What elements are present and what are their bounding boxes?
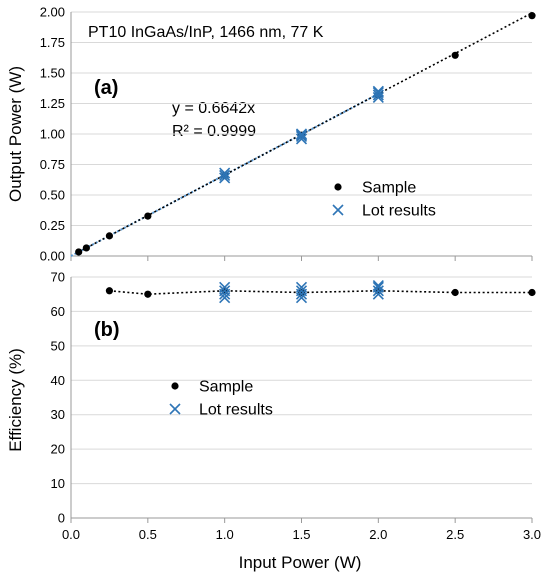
- chart-b-lot-point: [219, 281, 231, 293]
- chart-a-lot-point: [372, 85, 384, 97]
- chart-a-legend-label: Sample: [362, 180, 416, 197]
- chart-b-lot-point: [295, 285, 308, 297]
- chart-a-y-tick-label: 1.25: [40, 96, 65, 111]
- chart-a-lot-point: [219, 169, 231, 182]
- chart-a-lot-point-stroke-2: [295, 129, 308, 141]
- chart-a-legend-lot-marker-stroke-2: [332, 204, 344, 216]
- chart-b-lot-point-stroke-2: [372, 280, 384, 292]
- chart-b-y-tick-label: 0: [58, 511, 65, 526]
- chart-a-sample-point: [82, 244, 90, 252]
- chart-b-y-tick-label: 70: [51, 270, 65, 285]
- chart-a-lot-point: [295, 128, 308, 140]
- chart-a-lot-point-stroke-2: [372, 86, 384, 99]
- chart-a-lot-point: [372, 89, 384, 101]
- chart-b-sample-point: [144, 290, 152, 298]
- chart-b-lot-point: [295, 281, 308, 293]
- chart-a-legend-sample-marker: [334, 183, 342, 191]
- chart-a-lot-point: [372, 86, 384, 99]
- chart-a-lot-point-stroke-2: [219, 167, 231, 179]
- chart-a-lot-point-stroke-2: [219, 172, 231, 184]
- chart-a-plot: 0.00 0.25 0.50 0.75 1.00 1.25 1.50 1.75 2.00 Samp…: [40, 5, 536, 264]
- chart-a-y-tick-label: 1.75: [40, 35, 65, 50]
- chart-a-sample-point: [528, 12, 536, 20]
- chart-b-legend-lot-marker: [169, 403, 181, 415]
- chart-b-lot-point: [372, 280, 384, 292]
- chart-b-x-tick-label: 3.0: [523, 527, 541, 542]
- chart-b-ylabel: Efficiency (%): [6, 348, 25, 452]
- chart-b-lot-point-stroke-2: [219, 281, 231, 293]
- chart-b-lot-point-stroke-2: [372, 281, 384, 293]
- chart-a-sample-point: [451, 51, 459, 59]
- chart-b-sample-point: [528, 288, 536, 297]
- chart-b-x-tick-label: 0.5: [139, 527, 157, 542]
- chart-a-fit-equation: y = 0.6642x: [172, 100, 255, 117]
- chart-a-title: PT10 InGaAs/InP, 1466 nm, 77 K: [88, 24, 324, 41]
- x-axis-title: Input Power (W): [239, 553, 362, 572]
- chart-b-lot-point-stroke-2: [219, 285, 231, 297]
- chart-b-y-tick-label: 60: [51, 304, 65, 319]
- chart-b-legend-sample-marker: [171, 382, 179, 390]
- chart-b-lot-point: [372, 281, 384, 293]
- chart-b-sample-point: [297, 288, 306, 297]
- chart-a-lot-point-stroke-2: [219, 169, 231, 182]
- chart-a-lot-point: [295, 133, 308, 145]
- chart-a-lot-point-stroke-2: [372, 85, 384, 97]
- chart-b-legend-label: Sample: [199, 379, 253, 396]
- chart-b-x-tick-label: 1.5: [292, 527, 310, 542]
- chart-a-y-tick-label: 0.75: [40, 157, 65, 172]
- chart-a-y-tick-label: 1.00: [40, 127, 65, 142]
- chart-b-sample-point: [105, 287, 114, 295]
- chart-a-y-tick-label: 1.50: [40, 66, 65, 81]
- chart-a-sample-point: [75, 248, 83, 256]
- chart-a-fit-r2: R² = 0.9999: [172, 123, 256, 140]
- chart-a-lot-point-stroke-2: [295, 128, 308, 140]
- chart-b-sample-trendline: [109, 289, 532, 296]
- chart-b-x-tick-label: 1.0: [216, 527, 234, 542]
- chart-b-y-tick-label: 40: [51, 373, 65, 388]
- chart-b-x-tick-label: 0.0: [62, 527, 80, 542]
- chart-a-sample-point: [144, 212, 152, 220]
- chart-a-legend-lot-marker: [332, 204, 344, 216]
- chart-a-sample-point: [105, 232, 114, 240]
- chart-b-lot-point-stroke-2: [372, 285, 384, 297]
- chart-a-y-tick-label: 0.00: [40, 249, 65, 264]
- chart-b-legend-lot-marker-stroke-2: [169, 403, 181, 415]
- chart-b-y-tick-label: 20: [51, 442, 65, 457]
- chart-a-ylabel: Output Power (W): [6, 66, 25, 202]
- chart-b-x-tick-label: 2.5: [446, 527, 464, 542]
- chart-a-y-tick-label: 0.25: [40, 218, 65, 233]
- chart-a-panel-label: (a): [94, 77, 118, 99]
- chart-a-lot-point-stroke-2: [295, 133, 308, 145]
- chart-b-panel-label: (b): [94, 319, 120, 341]
- chart-b-y-tick-label: 50: [51, 338, 65, 353]
- chart-a-lot-point: [219, 167, 231, 179]
- chart-a-lot-point: [295, 129, 308, 141]
- chart-b-sample-point: [451, 288, 459, 297]
- chart-a-y-tick-label: 2.00: [40, 5, 65, 20]
- chart-b-y-tick-label: 10: [51, 476, 65, 491]
- chart-b-lot-point-stroke-2: [295, 281, 308, 293]
- chart-b-plot: 0 10 20 30 40 50 60 70 0.0 0.5 1.0 1.5 2.0 2.5 3.0 Samp…: [51, 270, 542, 543]
- chart-a-lot-point-stroke-2: [295, 130, 308, 143]
- chart-a-legend-label: Lot results: [362, 203, 436, 220]
- chart-a-lot-point-stroke-2: [372, 89, 384, 101]
- chart-b-lot-point: [219, 285, 231, 297]
- chart-b-lot-point: [372, 285, 384, 297]
- chart-a-lot-point: [219, 172, 231, 184]
- chart-b-lot-point-stroke-2: [295, 285, 308, 297]
- chart-b-x-tick-label: 2.0: [369, 527, 387, 542]
- chart-b-y-tick-label: 30: [51, 407, 65, 422]
- chart-a-y-tick-label: 0.50: [40, 188, 65, 203]
- chart-b-legend-label: Lot results: [199, 402, 273, 419]
- chart-a-lot-point: [295, 130, 308, 143]
